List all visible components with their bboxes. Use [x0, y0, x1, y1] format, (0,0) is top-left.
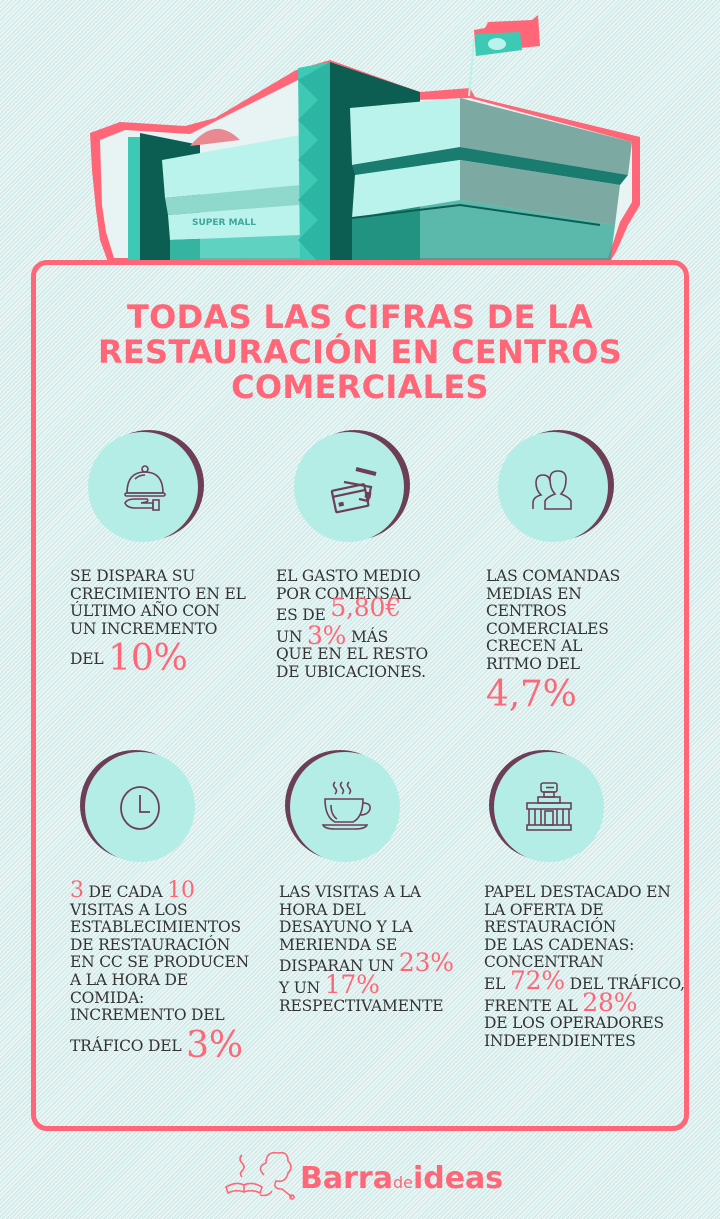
stat-spend: EL GASTO MEDIO POR COMENSAL ES DE 5,80€ …: [276, 567, 429, 682]
stat-highlight-spend: 5,80€: [330, 593, 401, 623]
stat-highlight-breakfast: 23%: [398, 948, 454, 978]
logo-wordmark: Barradeideas: [300, 1161, 503, 1196]
stat-text: ESTABLECIMIENTOS: [70, 918, 241, 937]
icon-badge-lunch: [80, 750, 195, 862]
stat-highlight-snack: 17%: [324, 969, 380, 999]
stat-text: RESPECTIVAMENTE: [279, 996, 444, 1015]
stat-text: EL: [484, 974, 510, 993]
stat-growth: SE DISPARA SU CRECIMIENTO EN EL ÚLTIMO A…: [70, 567, 246, 676]
storefront-icon: [526, 782, 572, 831]
logo-text-ideas: ideas: [412, 1161, 504, 1196]
credit-cards-icon: [330, 467, 377, 514]
stat-highlight-traffic: 3%: [186, 1024, 243, 1066]
stat-breakfast: LAS VISITAS A LA HORA DEL DESAYUNO Y LA …: [279, 883, 454, 1015]
stat-text: LA OFERTA DE: [484, 900, 604, 919]
stat-text: DISPARAN UN: [279, 957, 399, 976]
stat-text: INDEPENDIENTES: [484, 1031, 636, 1050]
stat-text: DE CADA: [83, 883, 168, 901]
icon-badge-growth: [88, 430, 204, 542]
stat-text: Y UN: [279, 978, 325, 997]
icon-badge-spend: [294, 430, 410, 542]
stat-text: UN INCREMENTO: [70, 619, 218, 638]
stat-text: DE LAS CADENAS:: [484, 935, 635, 954]
stat-text: MERIENDA SE: [279, 935, 398, 954]
stat-chains: PAPEL DESTACADO EN LA OFERTA DE RESTAURA…: [484, 883, 685, 1050]
icon-badge-chains: [489, 750, 604, 862]
coffee-cup-icon: [321, 781, 371, 830]
stat-text: QUE EN EL RESTO: [276, 645, 429, 664]
shopping-mall-illustration: SUPER MALL: [90, 15, 640, 262]
stat-orders: LAS COMANDAS MEDIAS EN CENTROS COMERCIAL…: [486, 567, 621, 716]
stat-text: CENTROS: [486, 602, 567, 621]
stat-text: RITMO DEL: [486, 654, 580, 673]
stat-text: DE LOS OPERADORES: [484, 1014, 664, 1033]
stat-highlight-percent: 3%: [306, 620, 347, 650]
stat-text: DEL: [70, 650, 109, 669]
stat-text: COMERCIALES: [486, 619, 609, 638]
users-icon: [532, 470, 572, 510]
stat-text: MEDIAS EN: [486, 584, 582, 603]
clock-icon: [120, 786, 160, 830]
logo-text-barra: Barra: [300, 1161, 393, 1196]
serving-cloche-icon: [124, 465, 166, 511]
stat-text: SE DISPARA SU: [70, 567, 196, 585]
stat-text: DE RESTAURACIÓN: [70, 935, 231, 954]
stat-text: LAS COMANDAS: [486, 567, 621, 585]
chef-book-icon: [225, 1151, 295, 1200]
stat-text: VISITAS A LOS: [70, 900, 188, 919]
stat-text: COMIDA:: [70, 988, 145, 1007]
stat-text: MÁS: [346, 627, 389, 646]
stat-text: CRECIMIENTO EN EL: [70, 584, 246, 603]
infographic-card: [31, 260, 689, 1131]
stat-text: FRENTE AL: [484, 996, 583, 1015]
logo-text-de: de: [392, 1173, 413, 1192]
stat-highlight-ten: 10: [167, 878, 195, 903]
stat-highlight-orders: 4,7%: [486, 673, 577, 715]
stat-text: CRECEN AL: [486, 637, 583, 656]
stat-text: EN CC SE PRODUCEN: [70, 953, 249, 972]
stat-highlight-independents: 28%: [582, 987, 638, 1017]
stat-highlight-growth: 10%: [108, 638, 188, 680]
icon-badge-orders: [498, 430, 614, 542]
icon-badge-breakfast: [285, 750, 400, 862]
stat-highlight-chains: 72%: [509, 965, 565, 995]
stat-text: PAPEL DESTACADO EN: [484, 883, 671, 901]
title-line-2: RESTAURACIÓN EN CENTROS: [97, 333, 623, 371]
stat-text: TRÁFICO DEL: [70, 1036, 187, 1055]
stat-text: DE UBICACIONES.: [276, 662, 426, 681]
stat-text: DESAYUNO Y LA: [279, 918, 413, 937]
stat-highlight-three: 3: [70, 878, 84, 903]
barra-de-ideas-logo: Barradeideas: [222, 1145, 512, 1205]
stat-text: POR COMENSAL: [276, 584, 411, 603]
stat-text: A LA HORA DE: [70, 970, 188, 989]
stat-text: HORA DEL: [279, 900, 366, 919]
stat-text: RESTAURACIÓN: [484, 918, 617, 937]
stat-text: CONCENTRAN: [484, 953, 604, 972]
stat-text: ES DE: [276, 606, 331, 625]
mall-sign: SUPER MALL: [192, 218, 256, 228]
stat-text: DEL TRÁFICO,: [564, 974, 685, 993]
title-line-1: TODAS LAS CIFRAS DE LA: [126, 298, 594, 336]
stat-lunch: 3 DE CADA 10 VISITAS A LOS ESTABLECIMIEN…: [70, 880, 249, 1064]
title-line-3: COMERCIALES: [231, 368, 489, 406]
stat-text: UN: [276, 627, 307, 646]
stat-text: EL GASTO MEDIO: [276, 567, 421, 585]
stat-text: ÚLTIMO AÑO CON: [70, 602, 220, 621]
stat-text: LAS VISITAS A LA: [279, 883, 421, 901]
page-title: TODAS LAS CIFRAS DE LA RESTAURACIÓN EN C…: [0, 300, 720, 405]
stat-text: INCREMENTO DEL: [70, 1006, 225, 1025]
